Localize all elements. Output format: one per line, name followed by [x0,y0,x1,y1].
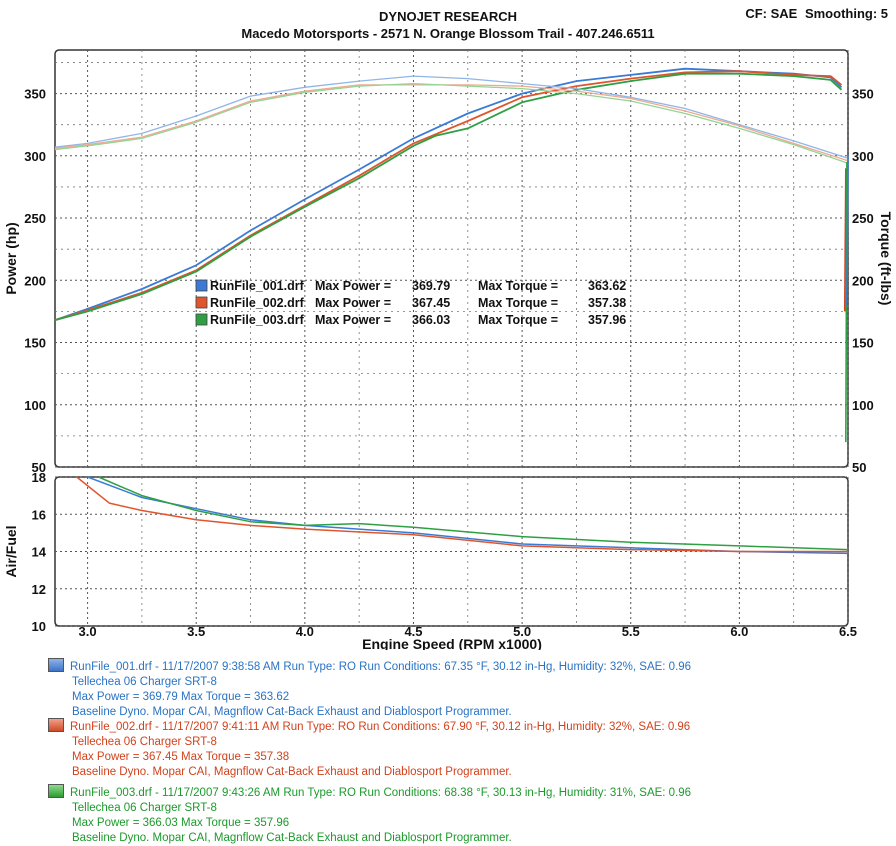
legend-max-torque: 363.62 [588,279,626,293]
legend-max-power: 367.45 [412,296,450,310]
legend-max-power-label: Max Power = [315,313,391,327]
legend-max-power-label: Max Power = [315,296,391,310]
y2-tick-label: 350 [852,87,874,102]
legend-file: RunFile_003.drf [210,313,305,327]
legend-max-torque: 357.38 [588,296,626,310]
legend-file: RunFile_001.drf [210,279,305,293]
run-details-002: RunFile_002.drf - 11/17/2007 9:41:11 AM … [48,718,690,780]
legend-max-torque-label: Max Torque = [478,296,558,310]
run-details-003: RunFile_003.drf - 11/17/2007 9:43:26 AM … [48,784,691,846]
x-tick-label: 4.0 [296,624,314,639]
y2-tick-label: 300 [852,149,874,164]
run-file-icon [48,784,64,798]
af-y-tick-label: 16 [32,507,46,522]
run-vehicle: Tellechea 06 Charger SRT-8 [48,675,691,690]
run-notes: Baseline Dyno. Mopar CAI, Magnflow Cat-B… [48,765,690,780]
run-details-line: RunFile_001.drf - 11/17/2007 9:38:58 AM … [48,658,691,675]
run-max-values: Max Power = 367.45 Max Torque = 357.38 [48,750,690,765]
run-details-line: RunFile_003.drf - 11/17/2007 9:43:26 AM … [48,784,691,801]
y2-tick-label: 200 [852,273,874,288]
legend-max-power: 366.03 [412,313,450,327]
y-tick-label: 300 [24,149,46,164]
y2-tick-label: 150 [852,336,874,351]
run-file-icon [48,718,64,732]
run-file-icon [48,658,64,672]
x-tick-label: 3.5 [187,624,205,639]
x-tick-label: 3.0 [79,624,97,639]
run-max-values: Max Power = 366.03 Max Torque = 357.96 [48,816,691,831]
run-max-values: Max Power = 369.79 Max Torque = 363.62 [48,690,691,705]
af-y-tick-label: 14 [32,545,47,560]
legend-file: RunFile_002.drf [210,296,305,310]
af-y-axis-label: Air/Fuel [3,525,19,577]
run-details-line: RunFile_002.drf - 11/17/2007 9:41:11 AM … [48,718,690,735]
run-details-001: RunFile_001.drf - 11/17/2007 9:38:58 AM … [48,658,691,720]
run-notes: Baseline Dyno. Mopar CAI, Magnflow Cat-B… [48,831,691,846]
legend-max-torque-label: Max Torque = [478,279,558,293]
y-tick-label: 150 [24,336,46,351]
run-vehicle: Tellechea 06 Charger SRT-8 [48,801,691,816]
x-tick-label: 5.5 [622,624,640,639]
x-tick-label: 6.5 [839,624,857,639]
y2-tick-label: 100 [852,398,874,413]
y2-tick-label: 250 [852,211,874,226]
legend-max-torque: 357.96 [588,313,626,327]
legend-swatch [196,314,207,325]
af-y-tick-label: 18 [32,470,46,485]
dyno-chart: 5010015020025030035050100150200250300350… [0,0,896,650]
legend-max-power-label: Max Power = [315,279,391,293]
y-axis-label: Power (hp) [3,222,19,294]
run-end-drop-3 [847,156,848,305]
af-y-tick-label: 12 [32,582,46,597]
x-tick-label: 6.0 [730,624,748,639]
legend-swatch [196,297,207,308]
y-tick-label: 350 [24,87,46,102]
y2-axis-label: Torque (ft-lbs) [878,212,894,306]
x-axis-label: Engine Speed (RPM x1000) [362,636,542,650]
y-tick-label: 200 [24,273,46,288]
y-tick-label: 250 [24,211,46,226]
legend-max-torque-label: Max Torque = [478,313,558,327]
y2-tick-label: 50 [852,460,866,475]
power-torque-plot: 5010015020025030035050100150200250300350… [3,50,894,475]
af-y-tick-label: 10 [32,619,46,634]
y-tick-label: 100 [24,398,46,413]
legend-swatch [196,280,207,291]
legend-max-power: 369.79 [412,279,450,293]
run-vehicle: Tellechea 06 Charger SRT-8 [48,735,690,750]
